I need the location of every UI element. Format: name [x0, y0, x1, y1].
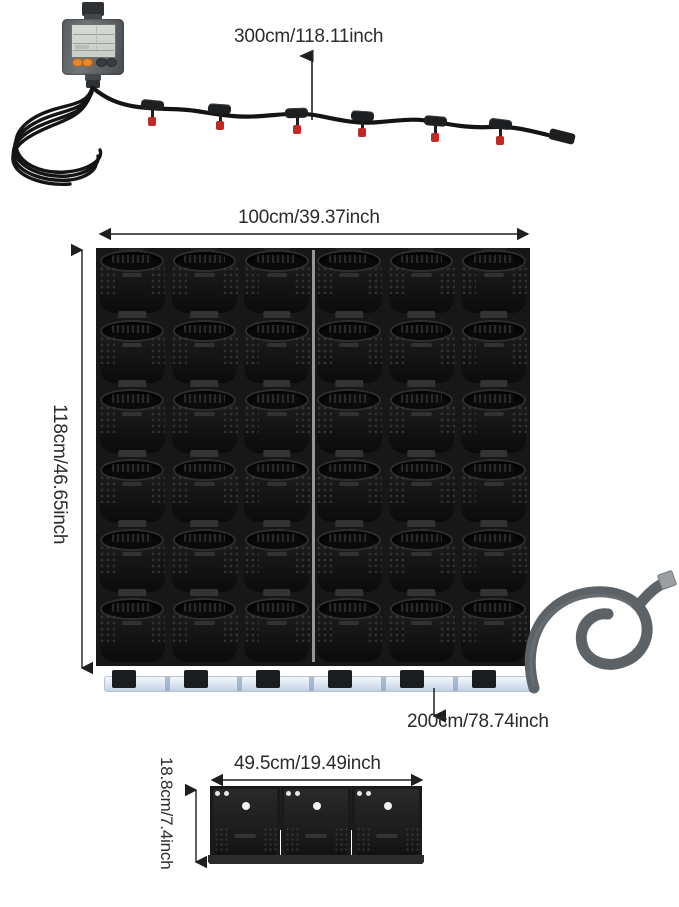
planter-pocket[interactable] — [240, 387, 313, 457]
planter-pocket[interactable] — [168, 387, 241, 457]
planter-pocket[interactable] — [96, 596, 169, 666]
planter-pocket[interactable] — [168, 456, 241, 527]
drip-tubing — [11, 85, 551, 187]
wall-height-label: 118cm/46.65inch — [49, 404, 70, 545]
trough-clip — [184, 670, 208, 688]
mount-hole — [384, 802, 392, 810]
planter-pocket[interactable] — [168, 596, 241, 666]
planter-pocket[interactable] — [240, 456, 313, 527]
trough-clip — [112, 670, 136, 688]
mount-hole — [366, 791, 371, 796]
emitter-stem — [219, 113, 222, 123]
planter-pocket[interactable] — [240, 248, 313, 318]
mount-hole — [313, 802, 321, 810]
drip-line-length-label: 300cm/118.11inch — [234, 26, 384, 47]
mount-hole — [242, 802, 250, 810]
planter-pocket[interactable] — [457, 456, 530, 527]
planter-pocket[interactable] — [457, 248, 530, 318]
mount-hole — [286, 791, 291, 796]
emitter-tip — [148, 117, 156, 126]
timer-outlet-collar — [85, 74, 101, 81]
planter-pocket[interactable] — [385, 317, 458, 388]
planter-pocket[interactable] — [313, 526, 386, 597]
planter-pocket[interactable] — [96, 387, 169, 457]
planter-pocket[interactable] — [457, 387, 530, 457]
emitter-tip — [293, 125, 301, 134]
module-height-dimension-arrow — [184, 783, 208, 869]
wall-module-seam — [312, 250, 315, 662]
wall-height-dimension-arrow — [70, 243, 94, 675]
drip-line-dimension-arrow — [299, 49, 314, 120]
planter-pocket[interactable] — [96, 526, 169, 597]
emitter-tip — [216, 121, 224, 130]
module-base-rail — [207, 855, 425, 864]
planter-pocket[interactable] — [457, 596, 530, 666]
planter-pocket[interactable] — [385, 387, 458, 457]
mount-hole — [215, 791, 220, 796]
planter-pocket[interactable] — [457, 317, 530, 388]
module-width-dimension-arrow — [210, 773, 424, 787]
planter-pocket[interactable] — [385, 596, 458, 666]
timer-inlet-cap — [82, 2, 104, 16]
planter-pocket[interactable] — [313, 596, 386, 666]
planter-pocket[interactable] — [168, 248, 241, 318]
emitter-stem — [434, 125, 437, 135]
mount-hole — [224, 791, 229, 796]
three-pocket-planter-module[interactable] — [207, 786, 425, 864]
emitter-tip — [358, 128, 366, 137]
planter-pocket[interactable] — [457, 526, 530, 597]
module-cell[interactable] — [281, 786, 351, 864]
planter-pocket[interactable] — [313, 317, 386, 388]
timer-inlet-collar — [84, 14, 102, 20]
planter-pocket[interactable] — [168, 317, 241, 388]
timer-outlet-cap — [86, 80, 100, 88]
planter-pocket[interactable] — [240, 317, 313, 388]
planter-pocket[interactable] — [96, 248, 169, 318]
planter-pocket[interactable] — [385, 456, 458, 527]
timer-button-4[interactable] — [106, 58, 117, 67]
mount-hole — [295, 791, 300, 796]
emitter-tip — [431, 133, 439, 142]
wall-width-label: 100cm/39.37inch — [238, 207, 380, 228]
planter-pocket[interactable] — [313, 387, 386, 457]
drain-hose-length-label: 200cm/78.74inch — [407, 711, 549, 732]
planter-pocket[interactable] — [313, 248, 386, 318]
emitter-tip — [496, 136, 504, 145]
emitter-stem — [151, 109, 154, 119]
lcd-display — [71, 24, 116, 58]
trough-clip — [328, 670, 352, 688]
module-height-label: 18.8cm/7.4inch — [157, 757, 176, 870]
planter-pocket[interactable] — [168, 526, 241, 597]
emitter-stem — [361, 120, 364, 130]
timer-button-2[interactable] — [82, 58, 93, 67]
planter-wall-grid — [96, 248, 530, 666]
emitter-stem — [499, 128, 502, 138]
trough-clip — [256, 670, 280, 688]
module-cell[interactable] — [352, 786, 422, 864]
drain-hose-dimension-arrow — [432, 688, 446, 723]
planter-pocket[interactable] — [313, 456, 386, 527]
planter-pocket[interactable] — [240, 596, 313, 666]
wall-width-dimension-arrow — [98, 227, 530, 241]
mount-hole — [357, 791, 362, 796]
planter-pocket[interactable] — [385, 526, 458, 597]
planter-pocket[interactable] — [240, 526, 313, 597]
trough-body — [104, 676, 536, 692]
drain-hose — [524, 578, 668, 694]
emitter-stem — [296, 117, 299, 127]
trough-clip — [472, 670, 496, 688]
module-cell[interactable] — [210, 786, 280, 864]
planter-pocket[interactable] — [96, 456, 169, 527]
planter-pocket[interactable] — [385, 248, 458, 318]
trough-clip — [400, 670, 424, 688]
planter-pocket[interactable] — [96, 317, 169, 388]
module-width-label: 49.5cm/19.49inch — [234, 753, 381, 774]
